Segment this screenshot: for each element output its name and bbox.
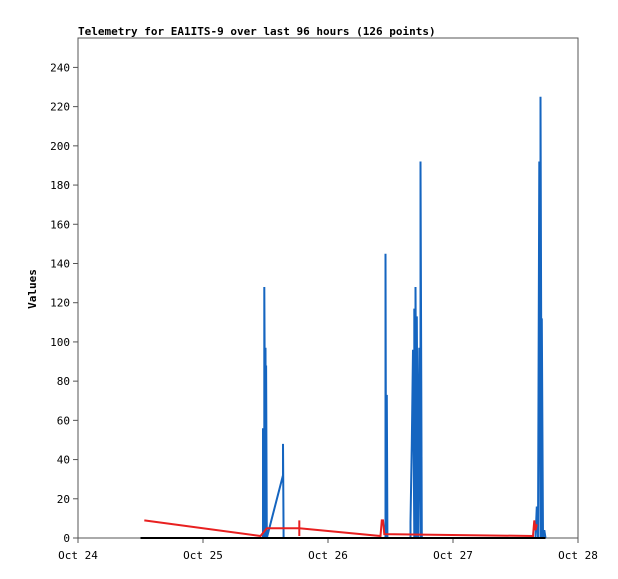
- plot-area-frame: [77, 37, 579, 539]
- y-tick-label: 0: [63, 532, 70, 545]
- y-tick-label: 240: [50, 61, 70, 74]
- y-tick-label: 20: [57, 493, 70, 506]
- y-tick-label: 80: [57, 375, 70, 388]
- y-tick-label: 100: [50, 336, 70, 349]
- x-tick-label: Oct 25: [183, 549, 223, 562]
- y-tick-label: 40: [57, 454, 70, 467]
- y-tick-label: 220: [50, 101, 70, 114]
- y-axis: 0 20 40 60 80 100 120 140 160 180 200 220 240: [50, 61, 78, 545]
- series-line-0: [140, 96, 547, 539]
- y-tick-label: 160: [50, 218, 70, 231]
- y-tick-label: 140: [50, 257, 70, 270]
- x-axis: Oct 24 Oct 25 Oct 26 Oct 27 Oct 28: [58, 538, 598, 562]
- y-tick-label: 200: [50, 140, 70, 153]
- x-tick-label: Oct 26: [308, 549, 348, 562]
- x-tick-label: Oct 27: [433, 549, 473, 562]
- chart-title: Telemetry for EA1ITS-9 over last 96 hour…: [78, 25, 436, 38]
- x-tick-label: Oct 28: [558, 549, 598, 562]
- y-axis-label: Values: [26, 269, 39, 309]
- y-tick-label: 180: [50, 179, 70, 192]
- y-tick-label: 120: [50, 297, 70, 310]
- y-tick-label: 60: [57, 414, 70, 427]
- x-tick-label: Oct 24: [58, 549, 98, 562]
- series-line-1: [144, 519, 538, 538]
- series-layer: [140, 96, 547, 539]
